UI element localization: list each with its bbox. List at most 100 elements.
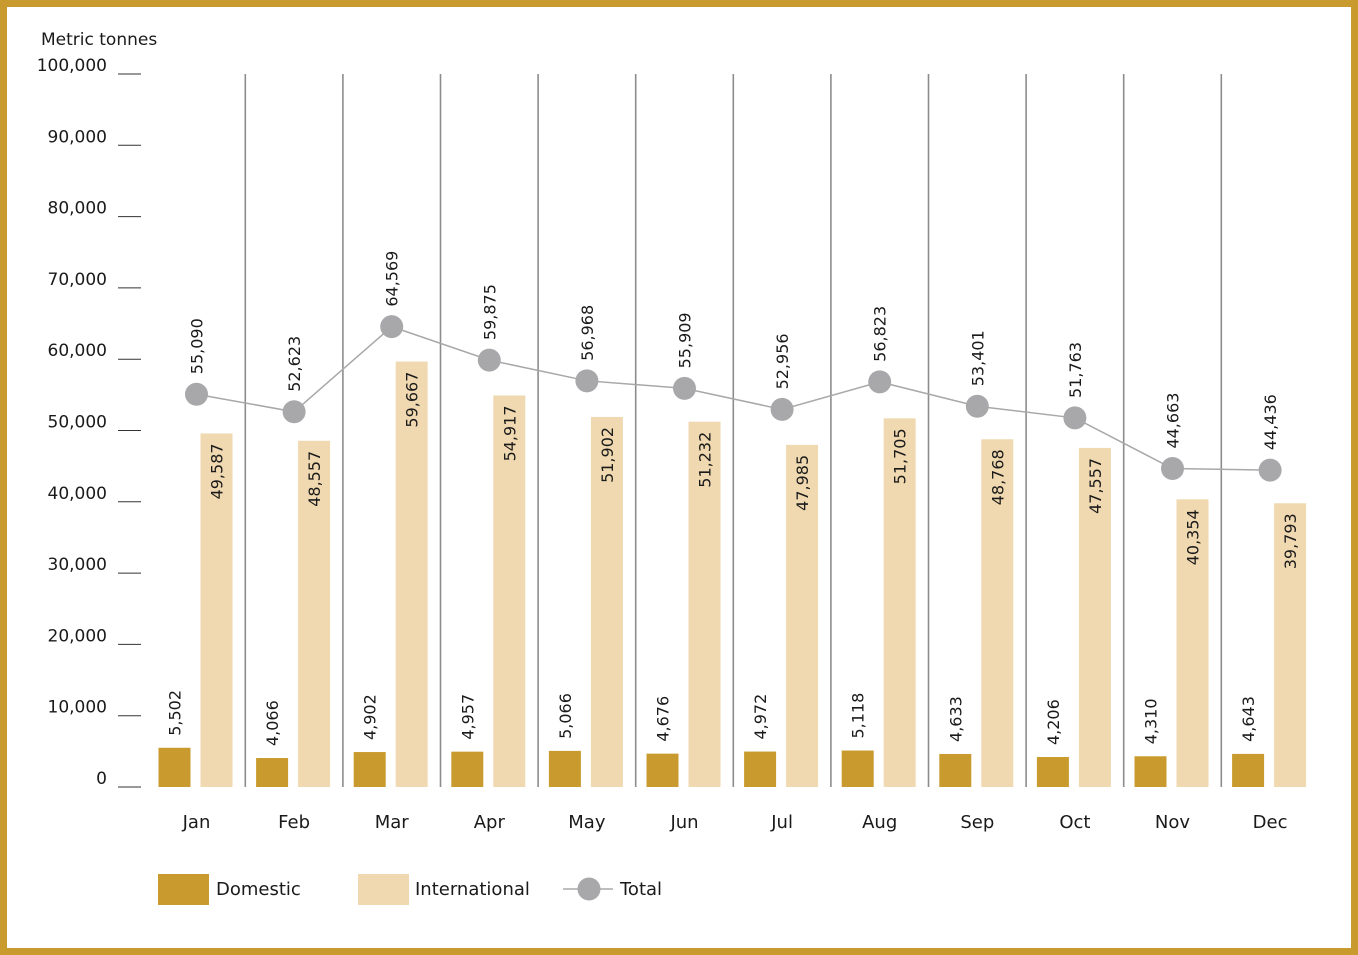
international-bar [981,439,1014,787]
total-value-label: 52,623 [285,336,304,392]
x-tick-label: Jun [669,812,698,833]
x-axis: Jan Feb Mar Apr May Jun Jul Aug Sep Oct Nov Dec [182,812,1288,833]
legend-total-marker [577,877,601,901]
international-value-label: 39,793 [1281,513,1300,569]
total-point [673,376,696,400]
domestic-bar [1036,757,1069,787]
domestic-bar [744,751,777,787]
domestic-bar [256,758,289,787]
domestic-value-label: 4,633 [946,696,965,742]
y-tick-label: 80,000 [48,199,107,219]
total-line: 55,090 52,623 64,569 59,875 56,968 55,909 52,9… [185,251,1282,482]
domestic-value-label: 5,118 [849,693,868,739]
total-value-label: 55,909 [676,312,695,368]
total-value-label: 52,956 [773,333,792,389]
total-value-label: 56,968 [578,305,597,361]
y-tick-label: 40,000 [48,484,107,504]
x-tick-label: Apr [474,812,506,833]
international-value-label: 48,768 [988,449,1007,505]
x-tick-label: Nov [1155,812,1190,833]
domestic-value-label: 4,066 [263,700,282,746]
domestic-bar [1134,756,1167,787]
total-point [868,370,892,394]
international-bar [883,418,916,787]
international-value-label: 47,557 [1086,458,1105,514]
bar-labels: 5,502 49,587 4,066 48,557 4,902 59,667 4,957 54… [166,372,1301,746]
legend-domestic-label: Domestic [216,879,301,900]
international-value-label: 54,917 [500,405,519,461]
domestic-bar [158,747,191,787]
bars [158,361,1307,787]
total-point [1161,457,1184,481]
international-bar [1176,499,1209,787]
domestic-bar [353,752,386,787]
international-bar [1078,447,1111,787]
total-point [282,400,306,424]
x-tick-label: Jul [770,812,793,833]
international-bar [200,433,233,787]
x-tick-label: Mar [375,812,410,833]
total-point [185,382,208,406]
x-tick-label: Sep [960,812,994,833]
total-point [575,369,599,393]
legend-international-swatch [358,874,409,905]
x-tick-label: Oct [1059,812,1090,833]
domestic-bar [1232,753,1265,787]
international-value-label: 47,985 [793,455,812,511]
international-bar [493,395,526,787]
x-tick-label: Feb [278,812,310,833]
x-tick-label: May [568,812,606,833]
international-bar [786,444,819,787]
y-axis: 0 10,000 20,000 30,000 40,000 50,000 60,000 70,… [37,56,141,789]
domestic-bar [548,750,581,787]
international-value-label: 49,587 [208,443,227,499]
y-tick-label: 10,000 [48,698,107,718]
y-tick-label: 60,000 [48,341,107,361]
y-tick-label: 90,000 [48,127,107,147]
international-bar [298,440,331,787]
domestic-value-label: 4,676 [654,696,673,742]
legend-domestic-swatch [158,874,209,905]
international-value-label: 48,557 [305,451,324,507]
y-axis-unit-label: Metric tonnes [41,30,157,50]
domestic-value-label: 4,206 [1044,699,1063,745]
domestic-value-label: 4,957 [458,694,477,740]
international-bar [590,416,623,787]
domestic-value-label: 5,066 [556,693,575,739]
international-bar [395,361,428,787]
international-value-label: 51,705 [891,428,910,484]
international-value-label: 40,354 [1184,509,1203,565]
domestic-bar [841,750,874,787]
y-tick-label: 100,000 [37,56,107,76]
domestic-bar [939,753,972,787]
international-bar [1274,503,1307,787]
total-series-line [196,325,1271,471]
total-point [965,394,989,418]
legend: Domestic International Total [158,874,662,905]
total-value-label: 51,763 [1066,342,1085,398]
total-point [1063,406,1087,430]
total-value-label: 59,875 [480,284,499,340]
x-tick-label: Dec [1253,812,1288,833]
international-value-label: 51,232 [696,432,715,488]
total-value-label: 44,436 [1261,394,1280,450]
total-value-label: 55,090 [188,318,207,374]
international-value-label: 51,902 [598,427,617,483]
month-separators [244,74,1223,787]
domestic-value-label: 4,310 [1142,698,1161,744]
y-tick-label: 30,000 [48,555,107,575]
y-tick-label: 70,000 [48,270,107,290]
y-tick-label: 0 [96,769,107,789]
x-tick-label: Jan [182,812,211,833]
total-point [477,348,501,372]
total-value-label: 53,401 [968,330,987,386]
domestic-value-label: 4,902 [361,694,380,740]
total-value-label: 64,569 [383,251,402,307]
international-value-label: 59,667 [403,372,422,428]
domestic-bar [451,751,484,787]
total-point [770,397,794,421]
total-point [380,315,404,339]
legend-total-label: Total [619,879,662,900]
y-tick-label: 20,000 [48,626,107,646]
